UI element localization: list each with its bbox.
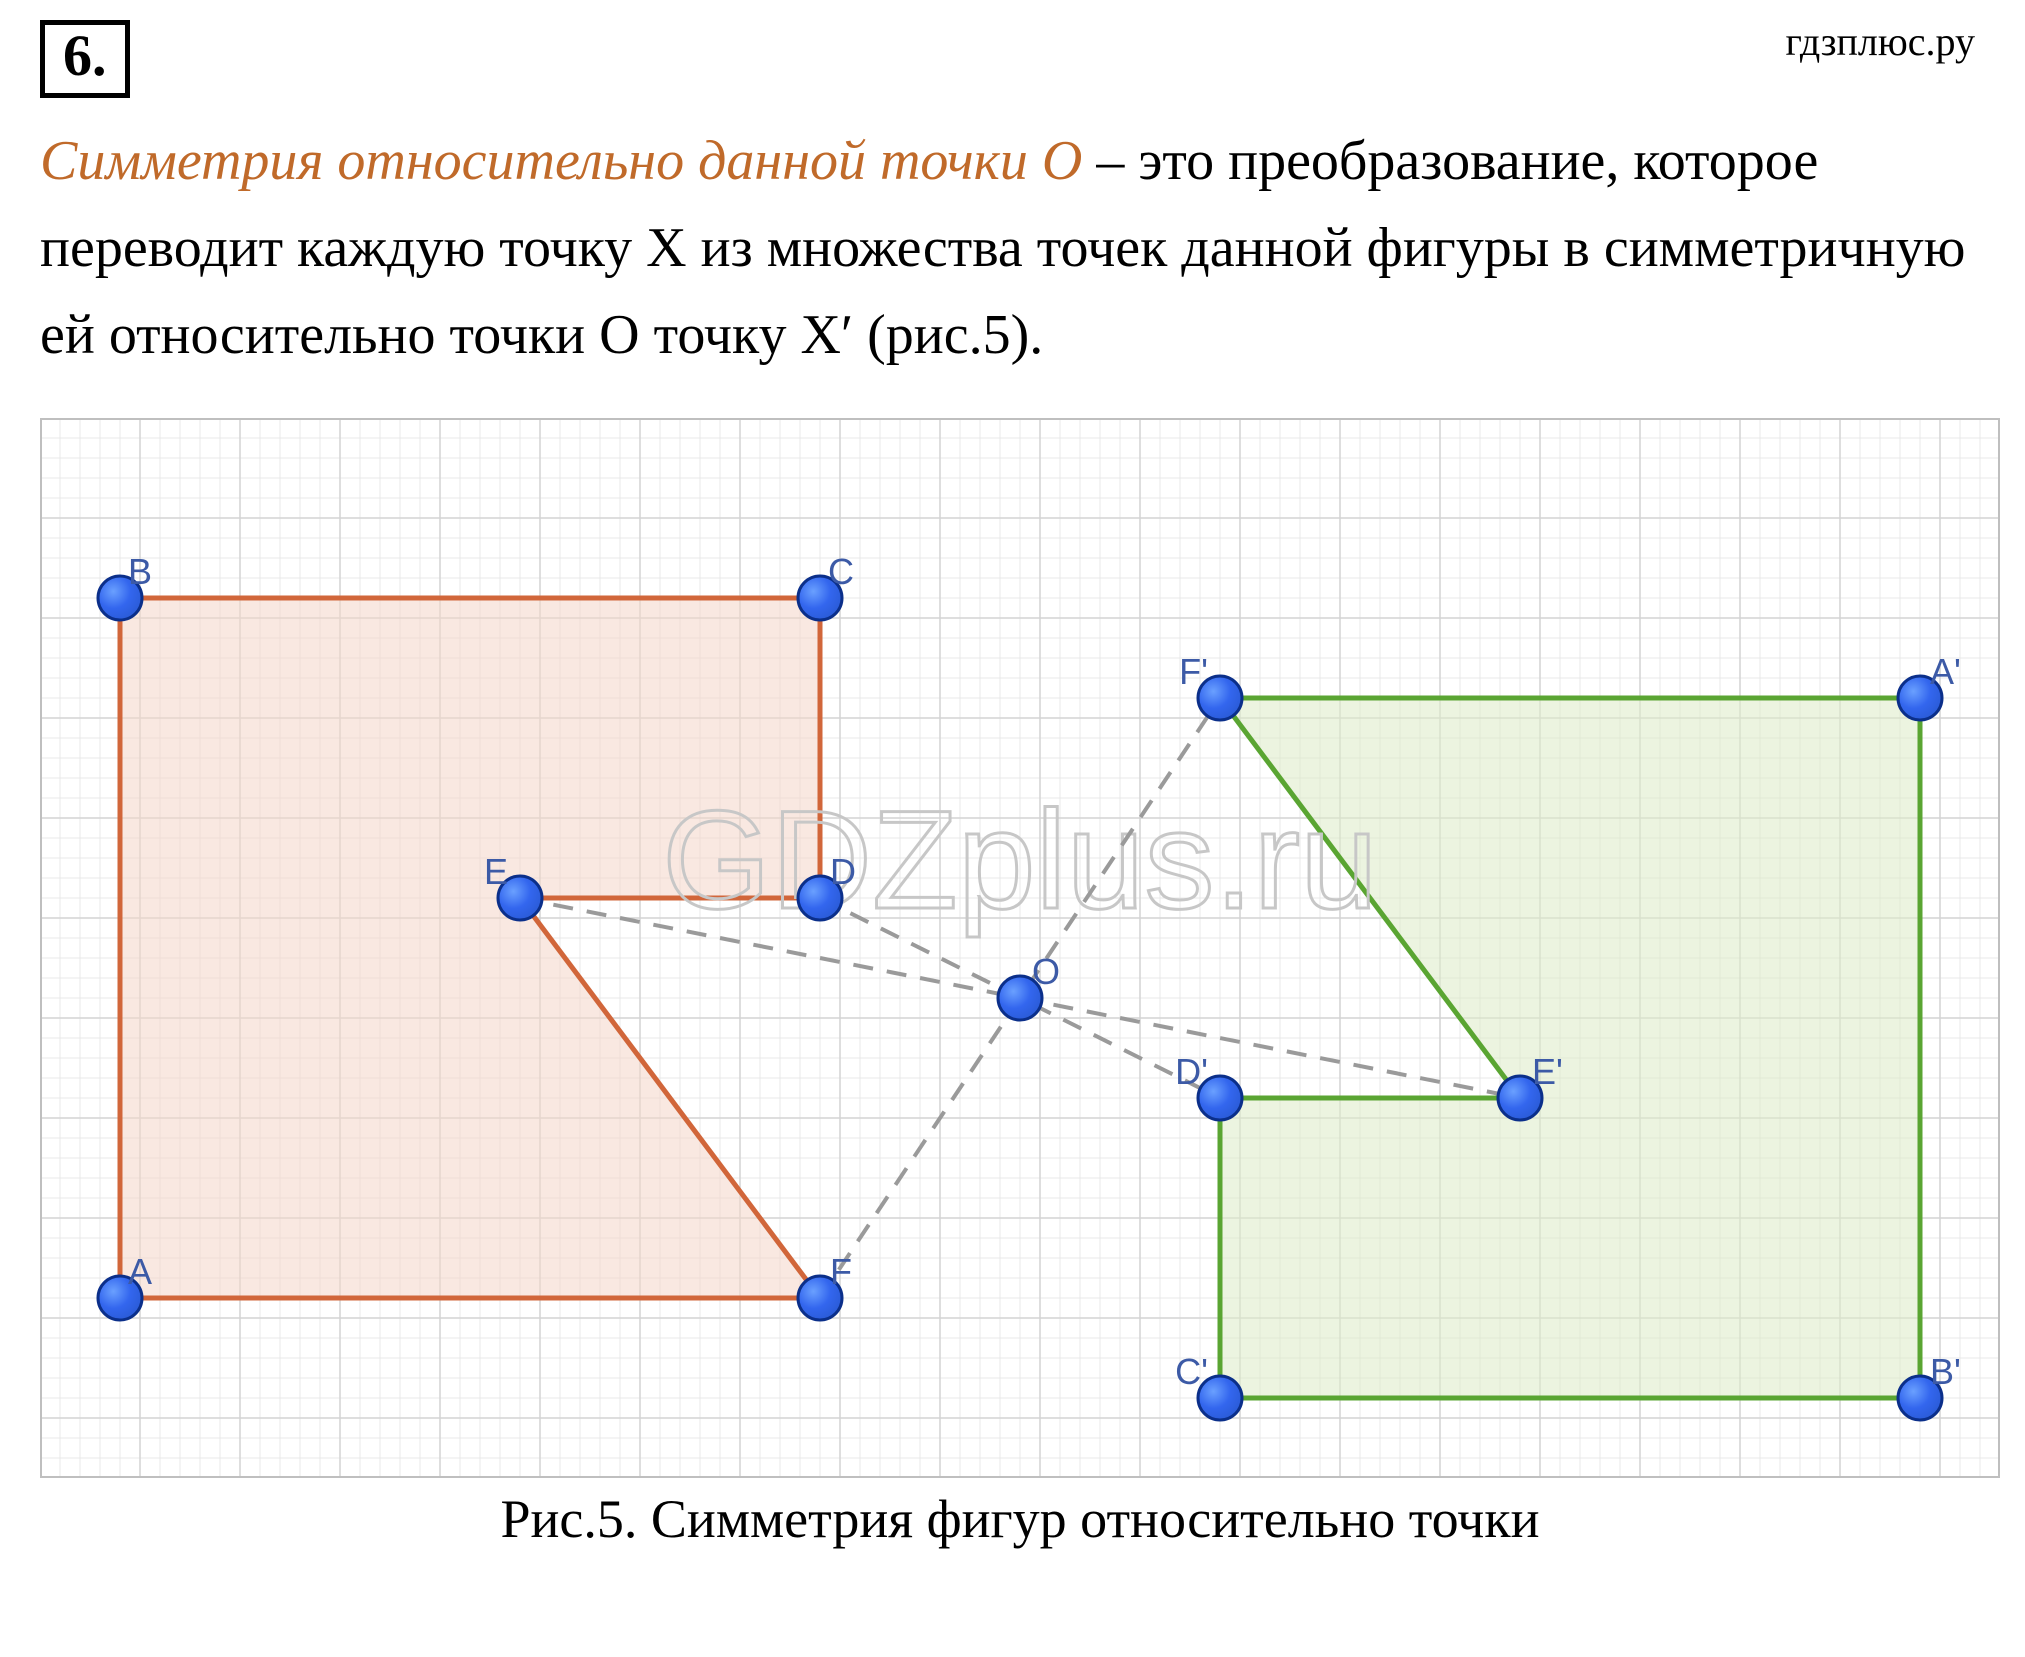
point-label-Dp: D' bbox=[1175, 1051, 1208, 1092]
point-label-E: E bbox=[484, 851, 508, 892]
watermark-text: GDZplus.ru bbox=[662, 781, 1378, 938]
figure-caption: Рис.5. Симметрия фигур относительно точк… bbox=[40, 1488, 2000, 1550]
definition-highlight: Симметрия относительно данной точки O bbox=[40, 130, 1082, 192]
point-label-A: A bbox=[128, 1251, 152, 1292]
site-label: гдзплюс.ру bbox=[1785, 18, 1975, 65]
problem-number: 6. bbox=[40, 20, 130, 98]
point-label-Bp: B' bbox=[1930, 1351, 1961, 1392]
point-label-B: B bbox=[128, 551, 152, 592]
point-label-C: C bbox=[828, 551, 854, 592]
figure-container: GDZplus.ru O A B C D E F A' B' C' D' E' F' Рис.5. Сим… bbox=[40, 418, 2000, 1550]
point-label-O: O bbox=[1032, 951, 1060, 992]
point-label-Fp: F' bbox=[1179, 651, 1208, 692]
point-label-Ap: A' bbox=[1930, 651, 1961, 692]
definition-text: Симметрия относительно данной точки O – … bbox=[40, 118, 1980, 378]
point-label-F: F bbox=[830, 1251, 852, 1292]
point-label-D: D bbox=[830, 851, 856, 892]
symmetry-figure: GDZplus.ru O A B C D E F A' B' C' D' E' F' bbox=[40, 418, 2000, 1478]
point-label-Cp: C' bbox=[1175, 1351, 1208, 1392]
point-label-Ep: E' bbox=[1532, 1051, 1563, 1092]
